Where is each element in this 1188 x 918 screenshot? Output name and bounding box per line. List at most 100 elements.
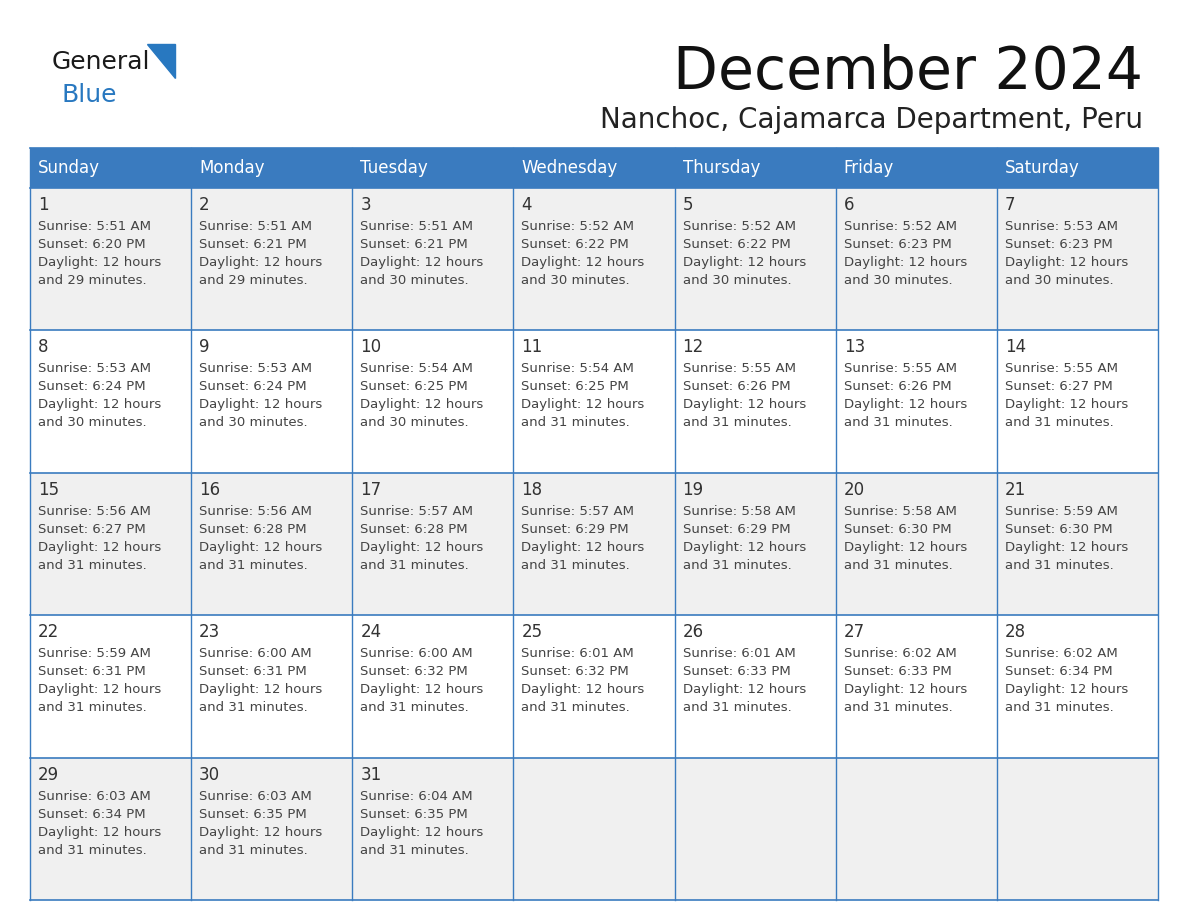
Text: and 31 minutes.: and 31 minutes. [1005, 417, 1113, 430]
Text: and 31 minutes.: and 31 minutes. [1005, 701, 1113, 714]
Text: Sunset: 6:28 PM: Sunset: 6:28 PM [360, 522, 468, 536]
Text: Sunrise: 6:03 AM: Sunrise: 6:03 AM [38, 789, 151, 802]
FancyBboxPatch shape [513, 188, 675, 330]
FancyBboxPatch shape [997, 148, 1158, 188]
Text: Sunrise: 5:54 AM: Sunrise: 5:54 AM [522, 363, 634, 375]
FancyBboxPatch shape [675, 615, 835, 757]
Text: 9: 9 [200, 339, 209, 356]
FancyBboxPatch shape [835, 330, 997, 473]
Text: and 31 minutes.: and 31 minutes. [522, 701, 630, 714]
FancyBboxPatch shape [835, 188, 997, 330]
Text: and 31 minutes.: and 31 minutes. [38, 559, 147, 572]
Text: Sunset: 6:30 PM: Sunset: 6:30 PM [843, 522, 952, 536]
Text: and 30 minutes.: and 30 minutes. [360, 417, 469, 430]
Text: Daylight: 12 hours: Daylight: 12 hours [360, 256, 484, 269]
Text: Daylight: 12 hours: Daylight: 12 hours [360, 683, 484, 696]
Text: Sunset: 6:29 PM: Sunset: 6:29 PM [683, 522, 790, 536]
Text: Sunrise: 5:57 AM: Sunrise: 5:57 AM [522, 505, 634, 518]
Text: Daylight: 12 hours: Daylight: 12 hours [683, 541, 805, 554]
FancyBboxPatch shape [30, 188, 191, 330]
Text: Saturday: Saturday [1005, 159, 1080, 177]
Text: Sunset: 6:32 PM: Sunset: 6:32 PM [522, 666, 630, 678]
Text: and 31 minutes.: and 31 minutes. [38, 701, 147, 714]
Text: Sunset: 6:26 PM: Sunset: 6:26 PM [843, 380, 952, 394]
Text: 20: 20 [843, 481, 865, 498]
FancyBboxPatch shape [353, 148, 513, 188]
Text: Sunday: Sunday [38, 159, 100, 177]
FancyBboxPatch shape [353, 615, 513, 757]
FancyBboxPatch shape [353, 757, 513, 900]
Text: Sunrise: 5:51 AM: Sunrise: 5:51 AM [360, 220, 473, 233]
FancyBboxPatch shape [675, 148, 835, 188]
Text: 29: 29 [38, 766, 59, 784]
Text: 17: 17 [360, 481, 381, 498]
Text: 1: 1 [38, 196, 49, 214]
FancyBboxPatch shape [353, 473, 513, 615]
Text: Daylight: 12 hours: Daylight: 12 hours [1005, 398, 1129, 411]
Text: Sunset: 6:27 PM: Sunset: 6:27 PM [38, 522, 146, 536]
Text: Sunrise: 6:01 AM: Sunrise: 6:01 AM [522, 647, 634, 660]
Text: Daylight: 12 hours: Daylight: 12 hours [843, 683, 967, 696]
Text: Sunrise: 5:54 AM: Sunrise: 5:54 AM [360, 363, 473, 375]
FancyBboxPatch shape [30, 148, 191, 188]
Text: Sunrise: 5:51 AM: Sunrise: 5:51 AM [200, 220, 312, 233]
FancyBboxPatch shape [835, 148, 997, 188]
Text: Sunset: 6:20 PM: Sunset: 6:20 PM [38, 238, 146, 251]
FancyBboxPatch shape [191, 148, 353, 188]
Text: and 31 minutes.: and 31 minutes. [360, 701, 469, 714]
Text: Sunset: 6:21 PM: Sunset: 6:21 PM [200, 238, 307, 251]
Text: 23: 23 [200, 623, 221, 641]
Text: and 31 minutes.: and 31 minutes. [683, 559, 791, 572]
Text: Sunset: 6:35 PM: Sunset: 6:35 PM [360, 808, 468, 821]
Text: Sunset: 6:32 PM: Sunset: 6:32 PM [360, 666, 468, 678]
Text: Sunrise: 5:55 AM: Sunrise: 5:55 AM [843, 363, 956, 375]
Text: Daylight: 12 hours: Daylight: 12 hours [683, 398, 805, 411]
FancyBboxPatch shape [30, 330, 191, 473]
Text: Sunset: 6:23 PM: Sunset: 6:23 PM [843, 238, 952, 251]
Text: Sunrise: 5:59 AM: Sunrise: 5:59 AM [1005, 505, 1118, 518]
Text: and 30 minutes.: and 30 minutes. [38, 417, 146, 430]
FancyBboxPatch shape [513, 330, 675, 473]
Text: 31: 31 [360, 766, 381, 784]
Text: Sunset: 6:31 PM: Sunset: 6:31 PM [38, 666, 146, 678]
Text: Sunrise: 5:58 AM: Sunrise: 5:58 AM [683, 505, 796, 518]
Text: and 30 minutes.: and 30 minutes. [200, 417, 308, 430]
Text: and 30 minutes.: and 30 minutes. [1005, 274, 1113, 287]
Text: Sunset: 6:34 PM: Sunset: 6:34 PM [1005, 666, 1112, 678]
Text: and 31 minutes.: and 31 minutes. [200, 701, 308, 714]
FancyBboxPatch shape [353, 330, 513, 473]
Text: Sunrise: 6:02 AM: Sunrise: 6:02 AM [1005, 647, 1118, 660]
FancyBboxPatch shape [30, 615, 191, 757]
FancyBboxPatch shape [191, 757, 353, 900]
Text: 27: 27 [843, 623, 865, 641]
Text: Sunrise: 5:55 AM: Sunrise: 5:55 AM [683, 363, 796, 375]
FancyBboxPatch shape [191, 188, 353, 330]
FancyBboxPatch shape [30, 473, 191, 615]
Text: Sunset: 6:24 PM: Sunset: 6:24 PM [38, 380, 146, 394]
Text: Daylight: 12 hours: Daylight: 12 hours [522, 256, 645, 269]
Text: 5: 5 [683, 196, 693, 214]
Text: 16: 16 [200, 481, 220, 498]
Text: Sunset: 6:34 PM: Sunset: 6:34 PM [38, 808, 146, 821]
Text: Sunrise: 5:56 AM: Sunrise: 5:56 AM [200, 505, 312, 518]
FancyBboxPatch shape [997, 473, 1158, 615]
Text: and 31 minutes.: and 31 minutes. [843, 417, 953, 430]
Text: and 31 minutes.: and 31 minutes. [360, 844, 469, 856]
Text: Sunrise: 5:53 AM: Sunrise: 5:53 AM [200, 363, 312, 375]
Text: Daylight: 12 hours: Daylight: 12 hours [360, 541, 484, 554]
Text: Wednesday: Wednesday [522, 159, 618, 177]
Text: Sunrise: 5:58 AM: Sunrise: 5:58 AM [843, 505, 956, 518]
Text: Sunset: 6:31 PM: Sunset: 6:31 PM [200, 666, 307, 678]
FancyBboxPatch shape [997, 188, 1158, 330]
Text: Sunset: 6:25 PM: Sunset: 6:25 PM [360, 380, 468, 394]
Text: 6: 6 [843, 196, 854, 214]
Text: and 31 minutes.: and 31 minutes. [360, 559, 469, 572]
Text: Sunrise: 6:04 AM: Sunrise: 6:04 AM [360, 789, 473, 802]
Text: 3: 3 [360, 196, 371, 214]
Text: 12: 12 [683, 339, 703, 356]
Text: Sunrise: 6:03 AM: Sunrise: 6:03 AM [200, 789, 312, 802]
Text: Monday: Monday [200, 159, 265, 177]
FancyBboxPatch shape [191, 615, 353, 757]
Text: Sunrise: 5:55 AM: Sunrise: 5:55 AM [1005, 363, 1118, 375]
FancyBboxPatch shape [513, 757, 675, 900]
